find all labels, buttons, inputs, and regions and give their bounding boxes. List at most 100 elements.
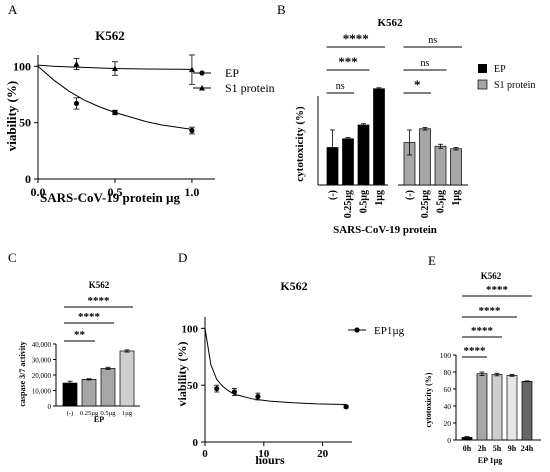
panel-letter-d: D [178, 250, 187, 265]
panel-c-category-label: 0.25µg [80, 410, 99, 417]
panel-e-significance-label: **** [471, 325, 494, 337]
panel-a-point-ep [189, 127, 195, 134]
panel-b-significance-label-ep: *** [338, 54, 358, 69]
panel-e-y-tick-label: 20 [444, 419, 452, 428]
panel-b-significance-label-ep: **** [343, 31, 369, 46]
panel-b-significance-label-s1: * [414, 77, 421, 92]
panel-e-bar [506, 375, 518, 441]
panel-d-point [343, 404, 349, 410]
panel-c-significance-label: **** [88, 295, 111, 307]
panel-c-bar [100, 367, 116, 407]
panel-a-fit-line-ep [37, 65, 192, 130]
panel-b-significance-label-s1: ns [421, 58, 430, 69]
panel-b-bar-ep [357, 124, 370, 186]
panel-b-bar-s1 [434, 145, 447, 186]
panel-c-category-label: (-) [67, 410, 74, 417]
panel-e-y-tick-label: 80 [444, 368, 452, 377]
panel-a-point-s1 [188, 66, 195, 73]
panel-d-y-tick-label: 100 [182, 323, 199, 335]
panel-e-y-axis-label: cytotoxicity (%) [424, 372, 433, 427]
panel-c-y-tick-label: 20,000 [32, 372, 52, 380]
panel-b-y-axis-label: cytotoxicity (%) [294, 106, 306, 182]
panel-b-category-label-ep: 0.25µg [343, 190, 354, 218]
panel-c-x-axis-label: EP [94, 415, 104, 424]
panel-d-point [255, 393, 261, 400]
panel-b-category-label-s1: 1µg [451, 190, 462, 206]
panel-e-y-tick-label: 100 [440, 351, 452, 360]
panel-e-x-axis-label: EP 1µg [478, 456, 502, 465]
panel-letter-c: C [8, 250, 17, 265]
panel-b-legend-label-s1: S1 protein [494, 80, 535, 91]
panel-a-y-axis-label: viability (%) [4, 81, 19, 151]
panel-d-y-axis-label: viability (%) [175, 341, 189, 406]
panel-e-category-label: 2h [478, 444, 487, 453]
panel-b-cytotoxicity-chart: K562 SARS-CoV-19 protein cytotoxicity (%… [294, 17, 535, 236]
panel-b-category-label-ep: (-) [328, 190, 339, 200]
panel-b-bar-s1 [450, 148, 462, 186]
panel-c-y-axis-label: caspase 3/7 activity [18, 341, 27, 406]
panel-d-x-tick-label: 20 [317, 448, 329, 460]
panel-c-category-label: 0.5µg [100, 410, 116, 417]
panel-e-significance-label: **** [486, 284, 509, 296]
panel-a-x-tick-label: 1.0 [184, 185, 199, 199]
panel-c-bar [62, 382, 78, 407]
panel-e-bar [491, 374, 503, 441]
panel-e-bar [476, 373, 488, 441]
panel-c-bar [119, 350, 135, 407]
panel-e-y-tick-label: 0 [447, 436, 451, 445]
panel-a-y-tick-label: 100 [13, 59, 31, 73]
panel-letter-b: B [277, 2, 286, 17]
panel-a-legend-label-ep: EP [225, 66, 239, 80]
panel-d-time-course-chart: K562 hours viability (%) EP1µg 0 50 100 0 10… [175, 279, 405, 467]
panel-d-fit-line [204, 328, 347, 405]
panel-b-category-label-s1: 0.25µg [420, 190, 431, 218]
panel-c-significance-label: ** [74, 329, 86, 341]
panel-b-legend-label-ep: EP [494, 64, 506, 75]
panel-a-title: K562 [95, 28, 125, 43]
panel-b-x-axis-label: SARS-CoV-19 protein [333, 224, 437, 236]
panel-a-point-ep [73, 100, 80, 107]
panel-letter-a: A [8, 2, 18, 17]
panel-d-legend-marker [354, 327, 360, 333]
panel-b-title: K562 [377, 17, 403, 29]
panel-c-y-tick-label: 40,000 [32, 341, 52, 349]
panel-b-bar-ep [342, 138, 354, 186]
panel-d-legend-label: EP1µg [374, 325, 405, 337]
panel-d-x-tick-label: 0 [202, 448, 208, 460]
panel-d-point [214, 385, 220, 392]
panel-a-legend-marker-ep [199, 70, 205, 76]
panel-e-category-label: 0h [463, 444, 472, 453]
panel-a-x-axis-label: SARS-CoV-19 protein µg [40, 190, 180, 205]
panel-c-y-tick-label: 30,000 [32, 357, 52, 365]
panel-b-category-label-ep: 1µg [374, 190, 385, 206]
panel-c-y-tick-label: 0 [48, 403, 52, 411]
panel-a-x-tick-label: 0.5 [107, 185, 122, 199]
panel-e-title: K562 [481, 271, 502, 281]
panel-a-legend-label-s1: S1 protein [225, 81, 275, 95]
panel-e-y-tick-label: 40 [444, 402, 452, 411]
panel-b-category-label-ep: 0.5µg [359, 190, 370, 213]
panel-b-bar-s1 [419, 128, 431, 186]
panel-b-category-label-s1: 0.5µg [436, 190, 447, 213]
panel-d-y-tick-label: 50 [187, 380, 199, 392]
panel-d-y-tick-label: 0 [193, 437, 199, 449]
panel-a-y-tick-label: 50 [19, 116, 31, 130]
panel-a-point-s1 [111, 65, 118, 72]
panel-d-x-axis-label: hours [255, 453, 285, 467]
panel-b-significance-label-ep: ns [336, 81, 345, 92]
panel-letter-e: E [428, 253, 436, 268]
panel-b-legend-swatch-s1 [477, 79, 488, 90]
panel-a-legend-marker-s1 [199, 85, 205, 91]
panel-b-bar-ep [373, 88, 385, 186]
panel-e-bar [521, 381, 533, 441]
panel-e-cytotoxicity-chart: K562 EP 1µg cytotoxicity (%) 0 20 40 60 80 10… [424, 271, 541, 465]
panel-d-title: K562 [280, 279, 307, 293]
panel-a-viability-chart: K562 SARS-CoV-19 protein µg viability (%… [4, 28, 275, 205]
panel-c-caspase-chart: K562 EP caspase 3/7 activity 0 10,000 20,0… [18, 280, 140, 424]
panel-a-y-tick-label: 0 [25, 172, 31, 186]
panel-b-category-label-s1: (-) [405, 190, 416, 200]
panel-c-category-label: 1µg [122, 410, 133, 417]
panel-c-title: K562 [89, 280, 110, 290]
panel-e-significance-label: **** [464, 345, 487, 357]
panel-d-point [231, 389, 237, 395]
